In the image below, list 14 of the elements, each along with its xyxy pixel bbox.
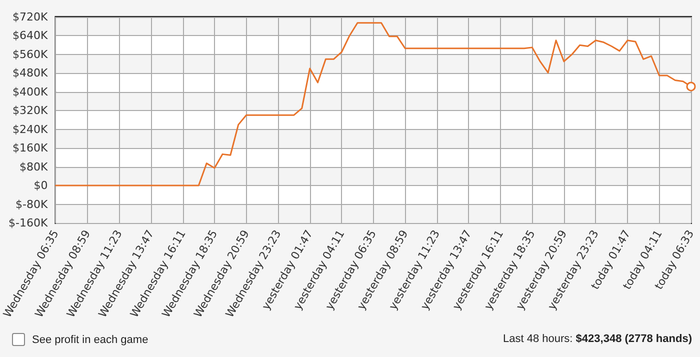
- y-tick-label: $720K: [12, 10, 48, 24]
- y-tick-label: $-80K: [16, 198, 48, 211]
- y-tick-label: $640K: [12, 29, 48, 42]
- y-tick-label: $320K: [12, 104, 48, 118]
- y-tick-label: $400K: [12, 85, 48, 98]
- y-tick-label: $0: [34, 179, 48, 192]
- text: Last 48 hours: $423,348 (2778 hands): [503, 333, 692, 345]
- y-tick-label: $-160K: [8, 216, 48, 230]
- y-tick-label: $480K: [12, 66, 48, 80]
- y-tick-label: $240K: [12, 122, 48, 136]
- y-tick-label: $560K: [12, 48, 48, 61]
- text: See profit in each game: [32, 334, 148, 346]
- y-tick-label: $80K: [19, 160, 48, 174]
- y-tick-label: $160K: [12, 142, 48, 155]
